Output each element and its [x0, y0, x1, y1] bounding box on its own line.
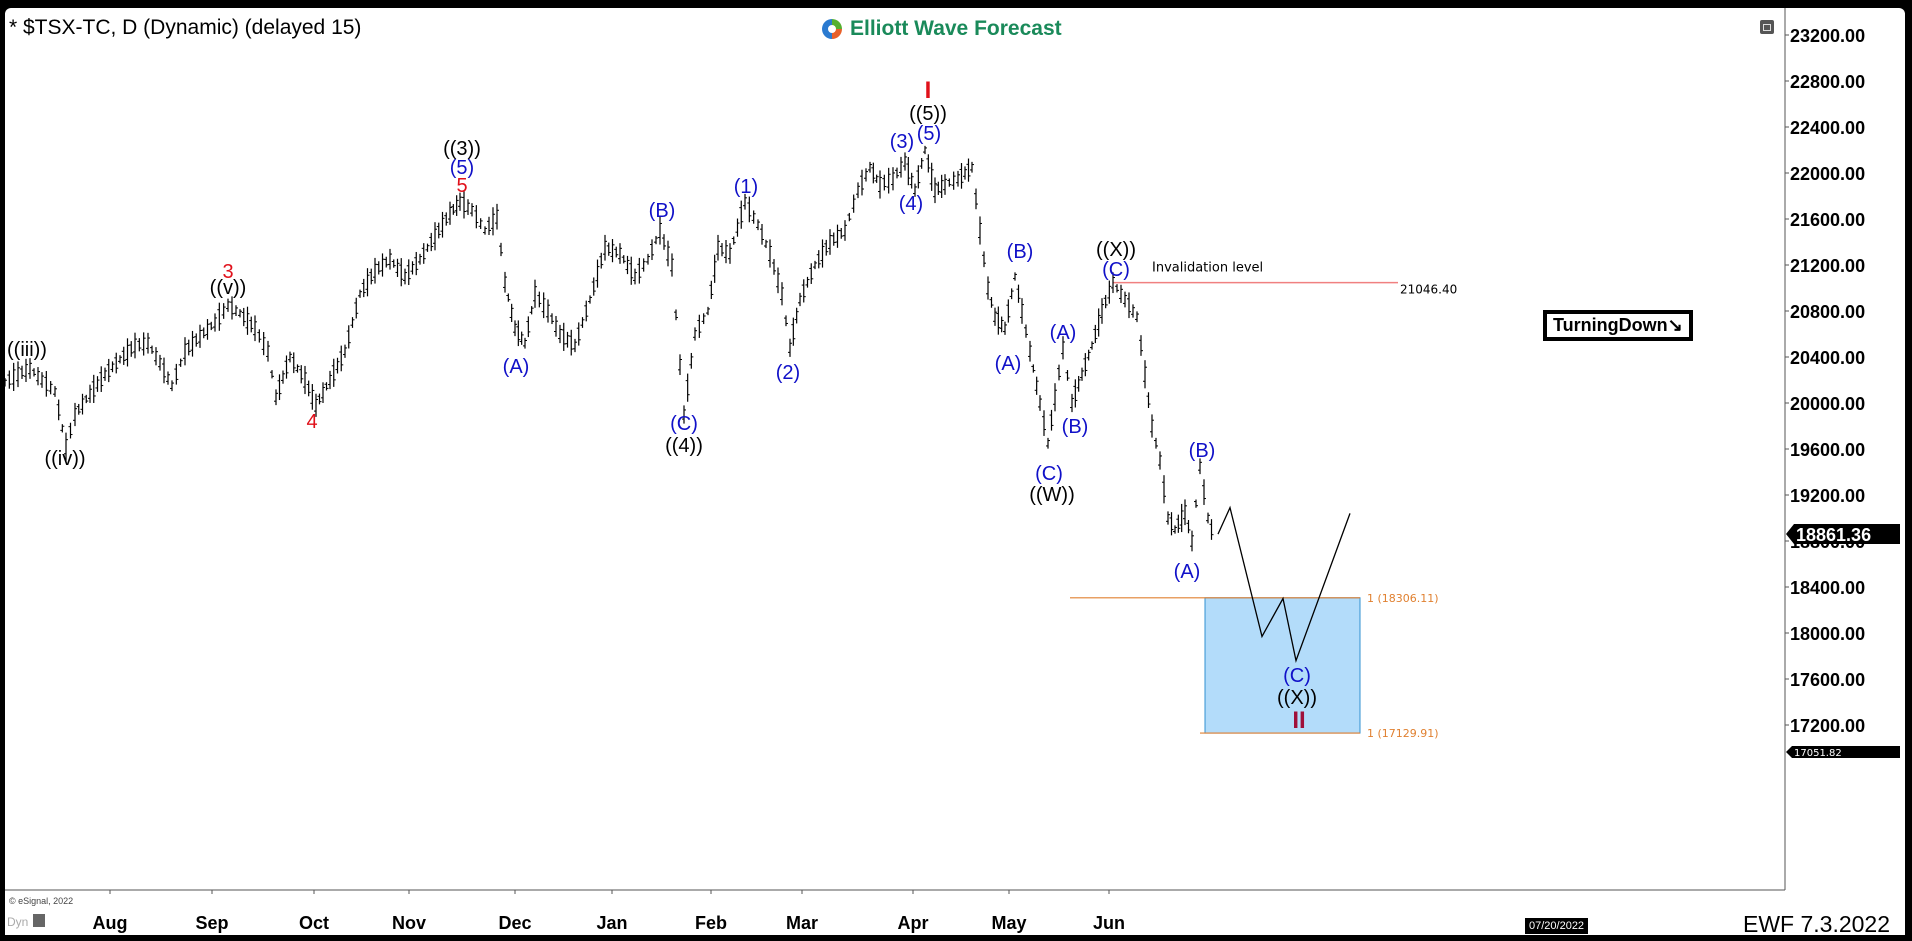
wave-label: (B) [1189, 440, 1216, 462]
x-tick-dec: Dec [498, 913, 532, 933]
target-zone-box [1204, 597, 1361, 734]
wave-label: ((X)) [1277, 687, 1317, 709]
x-tick-aug: Aug [92, 913, 128, 933]
last-price-marker [1786, 523, 1900, 544]
elliott-wave-logo-icon [822, 19, 842, 39]
x-tick-oct: Oct [298, 913, 330, 933]
wave-label: (2) [776, 362, 800, 384]
copyright-text: © eSignal, 2022 [9, 896, 74, 906]
y-tick-label: 19600.00 [1790, 440, 1865, 460]
invalidation-label: Invalidation level [1152, 261, 1263, 276]
wave-label: (C) [1283, 665, 1311, 687]
price-chart[interactable]: 23200.00 22800.00 22400.00 22000.00 21600.00… [5, 8, 1905, 935]
brand-logo: Elliott Wave Forecast [820, 17, 1062, 41]
wave-label: (C) [670, 413, 698, 435]
y-tick-label: 17600.00 [1790, 670, 1865, 690]
axis-low-marker [1786, 746, 1900, 759]
y-tick-label: 23200.00 [1790, 26, 1865, 46]
wave-label: ((3)) [443, 138, 481, 160]
ohlc-bars [5, 145, 1214, 552]
fib-level-label: 1 (17129.91) [1367, 727, 1439, 740]
fib-level-label: 1 (18306.11) [1367, 592, 1439, 605]
wave-label: (B) [649, 200, 676, 222]
ewf-date-stamp: EWF 7.3.2022 [1743, 911, 1891, 935]
y-tick-label: 20800.00 [1790, 302, 1865, 322]
wave-label: ((iv)) [44, 448, 85, 470]
wave-label: ((W)) [1029, 484, 1075, 506]
x-tick-jun: Jun [1092, 913, 1126, 933]
y-tick-label: 17200.00 [1790, 716, 1865, 736]
wave-label: (A) [995, 353, 1022, 375]
wave-label: ((4)) [665, 435, 703, 457]
y-tick-label: 22000.00 [1790, 164, 1865, 184]
wave-label: ((5)) [909, 103, 947, 125]
x-tick-sep: Sep [195, 913, 229, 933]
x-tick-may: May [991, 913, 1027, 933]
wave-label: (5) [450, 157, 474, 179]
turning-down-badge: TurningDown↘ [1543, 310, 1693, 341]
wave-label: 3 [222, 261, 233, 283]
wave-label: (C) [1035, 463, 1063, 485]
projection-path [1217, 505, 1351, 663]
y-tick-label: 18000.00 [1790, 624, 1865, 644]
wave-label: (B) [1007, 241, 1034, 263]
y-tick-label: 21600.00 [1790, 210, 1865, 230]
chart-title: * $TSX-TC, D (Dynamic) (delayed 15) [9, 16, 362, 39]
dyn-label: Dyn [7, 915, 29, 929]
lock-icon[interactable] [33, 914, 45, 927]
brand-name: Elliott Wave Forecast [850, 17, 1062, 40]
x-tick-feb: Feb [694, 913, 728, 933]
restore-window-icon[interactable] [1760, 20, 1774, 34]
wave-label: (A) [1174, 561, 1201, 583]
y-tick-label: 18400.00 [1790, 578, 1865, 598]
y-tick-label: 22400.00 [1790, 118, 1865, 138]
y-tick-label: 20400.00 [1790, 348, 1865, 368]
wave-label: ((v)) [210, 277, 247, 299]
chart-window: 23200.00 22800.00 22400.00 22000.00 21600.00… [5, 8, 1905, 935]
wave-label: (4) [899, 193, 923, 215]
y-tick-label: 19200.00 [1790, 486, 1865, 506]
wave-label: I [925, 77, 932, 104]
wave-label: II [1292, 707, 1305, 734]
wave-label: 5 [456, 175, 467, 197]
y-tick-label: 22800.00 [1790, 72, 1865, 92]
y-tick-label: 21200.00 [1790, 256, 1865, 276]
x-tick-nov: Nov [391, 913, 427, 933]
wave-label: (A) [503, 356, 530, 378]
axis-low-label: 17051.82 [1794, 748, 1842, 759]
x-tick-apr: Apr [897, 913, 929, 933]
x-tick-mar: Mar [785, 913, 819, 933]
y-tick-label: 20000.00 [1790, 394, 1865, 414]
wave-label: (A) [1050, 322, 1077, 344]
last-price-label: 18861.36 [1796, 525, 1871, 545]
wave-label: (C) [1102, 259, 1130, 281]
wave-label: ((X)) [1096, 239, 1136, 261]
invalidation-value: 21046.40 [1400, 283, 1457, 297]
cursor-date: 07/20/2022 [1525, 918, 1589, 934]
wave-label: (3) [890, 131, 914, 153]
x-tick-jan: Jan [596, 913, 628, 933]
wave-label: (5) [917, 123, 941, 145]
wave-label: ((iii)) [7, 339, 47, 361]
wave-label: 4 [306, 411, 317, 433]
wave-label: (1) [734, 176, 758, 198]
wave-label: (B) [1062, 416, 1089, 438]
